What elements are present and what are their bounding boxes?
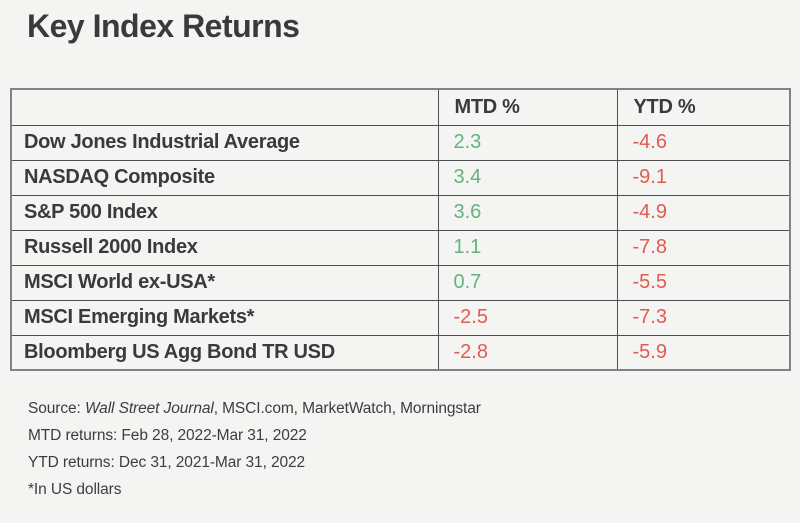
ytd-value-cell: -9.1: [616, 159, 791, 196]
ytd-value-cell: -5.5: [616, 264, 791, 301]
mtd-value-cell: 0.7: [437, 264, 618, 301]
footnotes: Source: Wall Street Journal, MSCI.com, M…: [28, 395, 481, 503]
table-row: MSCI World ex-USA* 0.7 -5.5: [10, 264, 791, 301]
table-row: Russell 2000 Index 1.1 -7.8: [10, 229, 791, 266]
returns-table: MTD % YTD % Dow Jones Industrial Average…: [10, 88, 791, 371]
ytd-value-cell: -7.3: [616, 299, 791, 336]
mtd-value-cell: 3.4: [437, 159, 618, 196]
ytd-range-line: YTD returns: Dec 31, 2021-Mar 31, 2022: [28, 454, 306, 471]
table-body: Dow Jones Industrial Average 2.3 -4.6 NA…: [10, 124, 791, 371]
ytd-column-header: YTD %: [616, 88, 791, 126]
mtd-value-cell: -2.8: [437, 334, 618, 371]
table-row: MSCI Emerging Markets* -2.5 -7.3: [10, 299, 791, 336]
index-name-cell: NASDAQ Composite: [10, 159, 439, 196]
table-header-row: MTD % YTD %: [10, 88, 791, 126]
table-row: NASDAQ Composite 3.4 -9.1: [10, 159, 791, 196]
mtd-value-cell: 1.1: [437, 229, 618, 266]
index-name-cell: S&P 500 Index: [10, 194, 439, 231]
index-column-header: [10, 88, 439, 126]
table-row: S&P 500 Index 3.6 -4.9: [10, 194, 791, 231]
source-line: Source: Wall Street Journal, MSCI.com, M…: [28, 395, 481, 422]
index-name-cell: MSCI World ex-USA*: [10, 264, 439, 301]
table-header: MTD % YTD %: [10, 88, 791, 126]
page-title: Key Index Returns: [27, 8, 300, 44]
index-name-cell: MSCI Emerging Markets*: [10, 299, 439, 336]
source-prefix: Source:: [28, 400, 85, 417]
table-row: Dow Jones Industrial Average 2.3 -4.6: [10, 124, 791, 161]
source-publication: Wall Street Journal: [84, 400, 214, 417]
mtd-value-cell: 2.3: [437, 124, 618, 161]
ytd-value-cell: -4.9: [616, 194, 791, 231]
usd-note-line: *In US dollars: [28, 481, 122, 498]
index-name-cell: Bloomberg US Agg Bond TR USD: [10, 334, 439, 371]
table-row: Bloomberg US Agg Bond TR USD -2.8 -5.9: [10, 334, 791, 371]
ytd-value-cell: -4.6: [616, 124, 791, 161]
ytd-value-cell: -7.8: [616, 229, 791, 266]
index-name-cell: Dow Jones Industrial Average: [10, 124, 439, 161]
mtd-range-line: MTD returns: Feb 28, 2022-Mar 31, 2022: [28, 427, 307, 444]
index-name-cell: Russell 2000 Index: [10, 229, 439, 266]
mtd-value-cell: -2.5: [437, 299, 618, 336]
source-suffix: , MSCI.com, MarketWatch, Morningstar: [213, 400, 481, 417]
mtd-value-cell: 3.6: [437, 194, 618, 231]
mtd-column-header: MTD %: [437, 88, 618, 126]
ytd-value-cell: -5.9: [616, 334, 791, 371]
